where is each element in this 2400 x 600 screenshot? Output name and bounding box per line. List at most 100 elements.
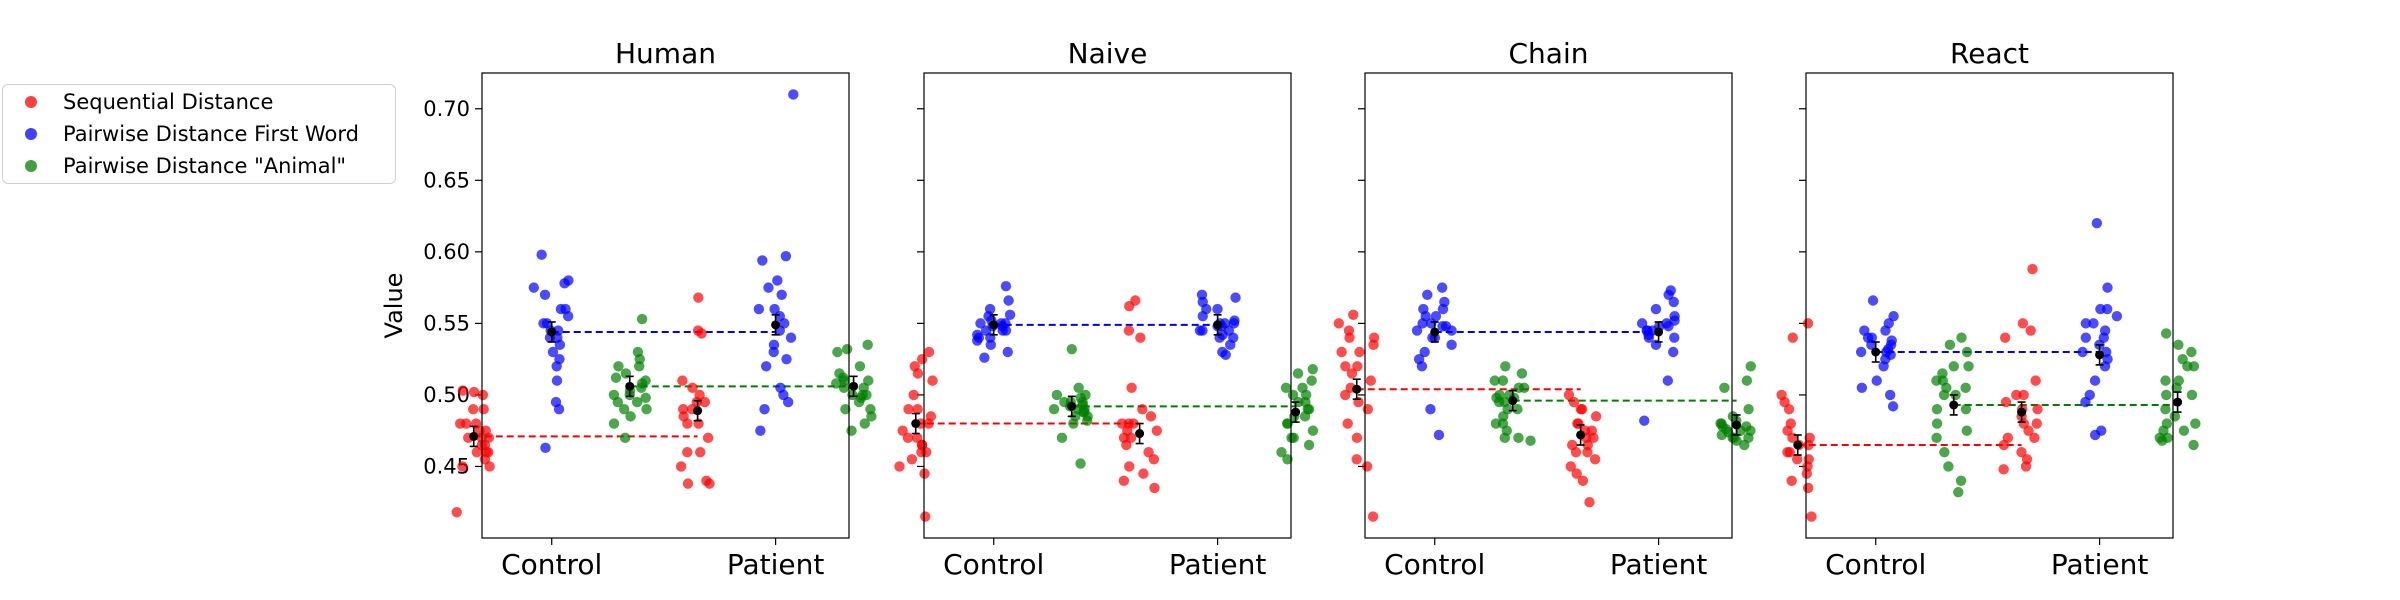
panel-title: Human <box>615 37 716 70</box>
data-point <box>768 346 779 358</box>
data-point <box>1145 411 1157 422</box>
data-point <box>1525 435 1536 446</box>
data-point <box>1416 361 1428 372</box>
data-point <box>1866 332 1878 343</box>
data-point <box>2169 411 2181 422</box>
data-point <box>772 275 783 286</box>
plot-frame <box>1805 72 2174 539</box>
data-point <box>2032 404 2043 415</box>
data-point <box>1490 418 1502 429</box>
data-point <box>468 386 480 398</box>
mean-marker <box>2173 397 2183 407</box>
data-point <box>1669 315 1680 326</box>
mean-marker <box>911 419 921 429</box>
data-point <box>847 389 858 401</box>
data-point <box>1342 418 1353 429</box>
data-point <box>1944 339 1956 351</box>
data-point <box>1348 309 1359 320</box>
data-point <box>1999 332 2011 343</box>
data-point <box>457 461 468 472</box>
data-point <box>1785 418 1796 429</box>
data-point <box>641 404 652 415</box>
data-point <box>759 404 770 415</box>
data-point <box>897 425 908 436</box>
panel-chain: Chain Control Patient <box>1333 37 1756 581</box>
data-point <box>1000 280 1012 292</box>
data-point <box>2027 263 2038 275</box>
data-point <box>866 411 877 422</box>
data-point <box>467 404 479 415</box>
data-point <box>831 378 842 389</box>
data-point <box>1516 368 1528 379</box>
data-point <box>695 446 706 458</box>
data-point <box>608 418 620 429</box>
mean-marker <box>625 381 635 391</box>
data-point <box>782 396 794 408</box>
data-point <box>2098 332 2109 343</box>
data-point <box>677 375 688 386</box>
data-point <box>1124 461 1135 472</box>
mean-marker <box>1949 400 1959 410</box>
data-point <box>551 375 563 386</box>
data-point <box>1138 468 1149 479</box>
data-point <box>1077 396 1088 408</box>
data-point <box>1051 389 1063 401</box>
data-point <box>694 389 705 401</box>
data-point <box>682 478 694 489</box>
mean-marker <box>989 320 999 330</box>
data-point <box>1938 389 1950 401</box>
data-point <box>1280 382 1292 393</box>
mean-marker <box>1213 320 1223 330</box>
data-point <box>559 278 570 289</box>
data-point <box>2030 375 2041 386</box>
data-point <box>1856 382 1868 393</box>
data-point <box>1137 404 1148 415</box>
data-point <box>2080 396 2091 408</box>
data-point <box>1880 325 1891 336</box>
data-point <box>1365 375 1377 386</box>
data-point <box>1783 404 1795 415</box>
data-point <box>2102 282 2113 293</box>
data-point <box>1148 454 1160 465</box>
data-point <box>2171 382 2182 393</box>
data-point <box>906 454 918 465</box>
data-point <box>1782 446 1793 458</box>
data-point <box>625 411 636 422</box>
data-point <box>2111 311 2123 322</box>
data-point <box>1073 382 1084 393</box>
data-point <box>1430 311 1442 322</box>
y-axis-label: Value <box>380 273 408 339</box>
data-point <box>1956 332 1967 343</box>
data-point <box>1344 332 1355 343</box>
data-point <box>553 404 565 415</box>
mean-marker <box>2095 350 2105 360</box>
data-point <box>1340 361 1351 372</box>
data-point <box>1361 461 1373 472</box>
data-point <box>1489 375 1501 386</box>
data-point <box>1212 303 1223 315</box>
data-point <box>1124 301 1135 312</box>
mean-marker <box>1067 401 1077 411</box>
data-point <box>760 361 772 372</box>
data-point <box>1002 346 1013 358</box>
data-point <box>1502 404 1513 415</box>
data-point <box>2080 332 2092 343</box>
data-point <box>1004 309 1016 320</box>
data-point <box>1669 332 1680 343</box>
x-tick-label: Control <box>1384 548 1485 581</box>
data-point <box>2017 318 2029 329</box>
data-point <box>1118 475 1130 486</box>
data-point <box>704 478 715 489</box>
data-point <box>480 425 491 436</box>
data-point <box>551 361 562 372</box>
data-point <box>640 392 651 403</box>
data-point <box>2080 318 2092 329</box>
data-point <box>846 425 857 436</box>
data-point <box>2188 361 2200 372</box>
data-point <box>920 511 931 522</box>
data-point <box>1792 454 1803 465</box>
data-point <box>2173 339 2184 351</box>
data-point <box>1003 295 1014 306</box>
data-point <box>1230 292 1241 303</box>
data-point <box>1223 325 1235 336</box>
